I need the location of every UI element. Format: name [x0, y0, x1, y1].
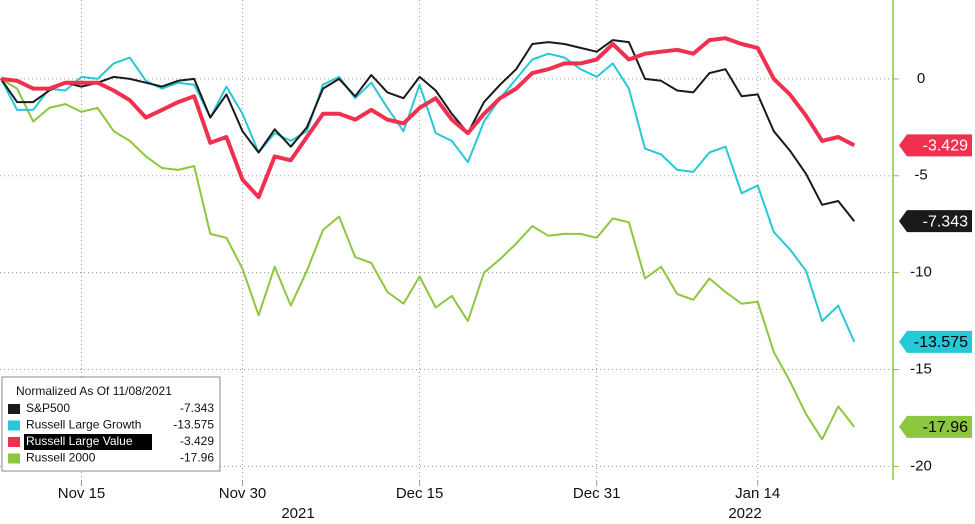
series-line	[0, 78, 856, 441]
legend-label: Russell 2000	[26, 451, 96, 465]
legend-value: -13.575	[173, 418, 214, 432]
end-label-box	[899, 210, 972, 233]
legend-box	[1, 376, 221, 472]
end-label-box	[899, 134, 972, 157]
legend-value: -17.96	[180, 451, 214, 465]
x-tick-label: Dec 15	[396, 485, 444, 502]
legend-label: S&P500	[26, 401, 70, 415]
lines	[0, 36, 856, 441]
x-tick-label: Nov 30	[219, 485, 267, 502]
legend-swatch	[8, 437, 20, 447]
y-tick-label: -20	[910, 457, 932, 474]
legend-highlight	[24, 434, 152, 450]
legend-value: -3.429	[180, 434, 214, 448]
legend-label: Russell Large Growth	[26, 418, 141, 432]
end-label: -13.575	[914, 334, 968, 351]
y-tick-label: 0	[917, 70, 925, 87]
end-label-box	[899, 330, 972, 353]
legend-title: Normalized As Of 11/08/2021	[16, 384, 172, 398]
y-tick-label: -15	[910, 361, 932, 378]
series-line	[0, 36, 856, 200]
axis: 0 -5 -10 -15 -20 Nov 15 Nov 30 Dec 15 Dec 31 Jan …	[58, 0, 972, 522]
series-line	[0, 52, 856, 343]
y-tick-label: -5	[914, 167, 927, 184]
legend-label: Russell Large Value	[26, 434, 133, 448]
legend-value: -7.343	[180, 401, 214, 415]
end-label: -7.343	[923, 213, 968, 230]
x-tick-label: Jan 14	[735, 485, 780, 502]
end-label-box	[899, 415, 972, 438]
grid	[0, 0, 893, 480]
x-tick-label: Nov 15	[58, 485, 106, 502]
legend-swatch	[8, 420, 20, 431]
end-label: -3.429	[923, 138, 968, 155]
legend-swatch	[8, 404, 20, 414]
year-label: 2022	[728, 505, 761, 522]
legend-swatch	[8, 453, 20, 464]
series-line	[0, 39, 856, 222]
x-tick-label: Dec 31	[573, 485, 621, 502]
y-tick-label: -10	[910, 264, 932, 281]
year-label: 2021	[281, 505, 314, 522]
end-label: -17.96	[923, 419, 968, 436]
legend: Normalized As Of 11/08/2021 S&P500 -7.343 R…	[1, 376, 221, 472]
